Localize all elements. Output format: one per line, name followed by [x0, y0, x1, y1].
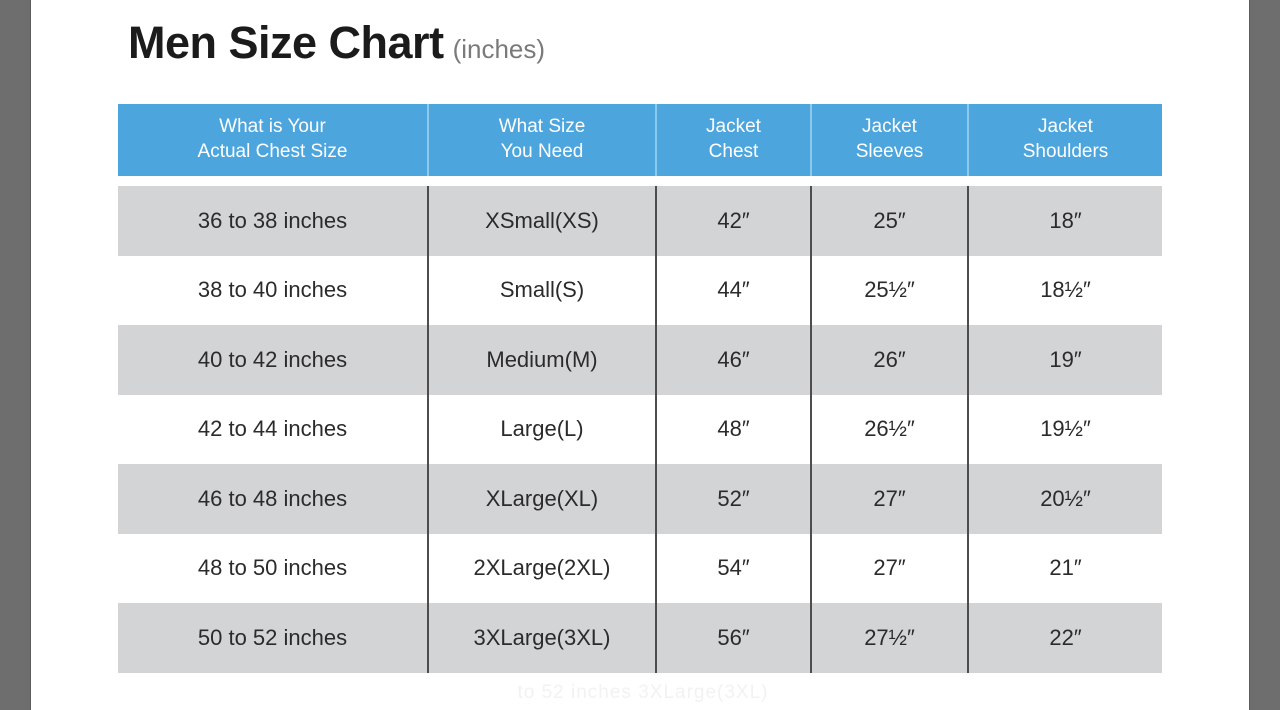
column-header-line1: Jacket [706, 116, 761, 138]
cell-actual-chest: 50 to 52 inches [118, 603, 429, 673]
cell-jacket-shoulders: 18″ [968, 186, 1162, 256]
spacer-cell [968, 176, 1162, 186]
cell-jacket-sleeves: 25½″ [811, 255, 969, 325]
cell-jacket-shoulders: 21″ [968, 533, 1162, 603]
cell-jacket-chest: 48″ [656, 394, 812, 464]
table-row: 46 to 48 inches XLarge(XL) 52″ 27″ 20½″ [118, 464, 1162, 534]
spacer-cell [811, 176, 968, 186]
table-row: 42 to 44 inches Large(L) 48″ 26½″ 19½″ [118, 394, 1162, 464]
cell-jacket-sleeves: 27½″ [811, 603, 969, 673]
column-header-line2: Shoulders [1022, 141, 1109, 162]
column-header-actual-chest: What is Your Actual Chest Size [118, 104, 429, 176]
cell-size-needed: Large(L) [428, 394, 657, 464]
table-row: 48 to 50 inches 2XLarge(2XL) 54″ 27″ 21″ [118, 533, 1162, 603]
column-header-line2: Actual Chest Size [197, 141, 348, 162]
table-row: 50 to 52 inches 3XLarge(3XL) 56″ 27½″ 22… [118, 603, 1162, 673]
background-ghost-text: to 52 inches 3XLarge(3XL) [517, 682, 769, 703]
cell-jacket-shoulders: 20½″ [968, 464, 1162, 534]
cell-jacket-sleeves: 26½″ [811, 394, 969, 464]
cell-size-needed: 3XLarge(3XL) [428, 603, 657, 673]
page-title-main: Men Size Chart [128, 17, 444, 68]
cell-jacket-shoulders: 19″ [968, 325, 1162, 395]
cell-jacket-chest: 56″ [656, 603, 812, 673]
table-row: 38 to 40 inches Small(S) 44″ 25½″ 18½″ [118, 255, 1162, 325]
chart-page: Men Size Chart (inches) What is Your Act… [32, 0, 1248, 710]
column-header-line2: You Need [500, 141, 584, 162]
column-header-jacket-shoulders: Jacket Shoulders [968, 104, 1162, 176]
cell-jacket-chest: 46″ [656, 325, 812, 395]
table-row: 36 to 38 inches XSmall(XS) 42″ 25″ 18″ [118, 186, 1162, 256]
header-body-spacer [118, 176, 1162, 186]
cell-actual-chest: 46 to 48 inches [118, 464, 429, 534]
cell-jacket-chest: 42″ [656, 186, 812, 256]
cell-size-needed: XSmall(XS) [428, 186, 657, 256]
column-header-line1: What is Your [219, 116, 326, 138]
letterbox-band-right [1249, 0, 1280, 710]
column-header-line1: Jacket [1038, 116, 1093, 138]
table-row: 40 to 42 inches Medium(M) 46″ 26″ 19″ [118, 325, 1162, 395]
cell-size-needed: Medium(M) [428, 325, 657, 395]
spacer-cell [118, 176, 428, 186]
cell-actual-chest: 48 to 50 inches [118, 533, 429, 603]
column-header-size-needed: What Size You Need [428, 104, 657, 176]
cell-jacket-sleeves: 26″ [811, 325, 969, 395]
column-header-line2: Sleeves [855, 141, 924, 162]
cell-jacket-shoulders: 18½″ [968, 255, 1162, 325]
cell-jacket-shoulders: 19½″ [968, 394, 1162, 464]
spacer-cell [656, 176, 811, 186]
table-body: 36 to 38 inches XSmall(XS) 42″ 25″ 18″ 3… [118, 176, 1162, 673]
cell-jacket-sleeves: 25″ [811, 186, 969, 256]
cell-size-needed: Small(S) [428, 255, 657, 325]
cell-jacket-sleeves: 27″ [811, 464, 969, 534]
column-header-jacket-chest: Jacket Chest [656, 104, 812, 176]
cell-jacket-chest: 44″ [656, 255, 812, 325]
cell-jacket-chest: 52″ [656, 464, 812, 534]
cell-jacket-sleeves: 27″ [811, 533, 969, 603]
cell-actual-chest: 40 to 42 inches [118, 325, 429, 395]
cell-actual-chest: 38 to 40 inches [118, 255, 429, 325]
size-chart-table: What is Your Actual Chest Size What Size… [118, 104, 1162, 673]
table-header-row: What is Your Actual Chest Size What Size… [118, 104, 1162, 176]
cell-size-needed: 2XLarge(2XL) [428, 533, 657, 603]
page-title: Men Size Chart (inches) [128, 20, 545, 65]
cell-actual-chest: 36 to 38 inches [118, 186, 429, 256]
column-header-line2: Chest [708, 141, 759, 162]
table-header: What is Your Actual Chest Size What Size… [118, 104, 1162, 176]
cell-size-needed: XLarge(XL) [428, 464, 657, 534]
column-header-line1: What Size [498, 116, 586, 138]
column-header-jacket-sleeves: Jacket Sleeves [811, 104, 969, 176]
cell-actual-chest: 42 to 44 inches [118, 394, 429, 464]
letterbox-band-left [0, 0, 31, 710]
cell-jacket-chest: 54″ [656, 533, 812, 603]
spacer-cell [428, 176, 656, 186]
page-title-unit: (inches) [452, 34, 546, 64]
column-header-line1: Jacket [862, 116, 917, 138]
cell-jacket-shoulders: 22″ [968, 603, 1162, 673]
